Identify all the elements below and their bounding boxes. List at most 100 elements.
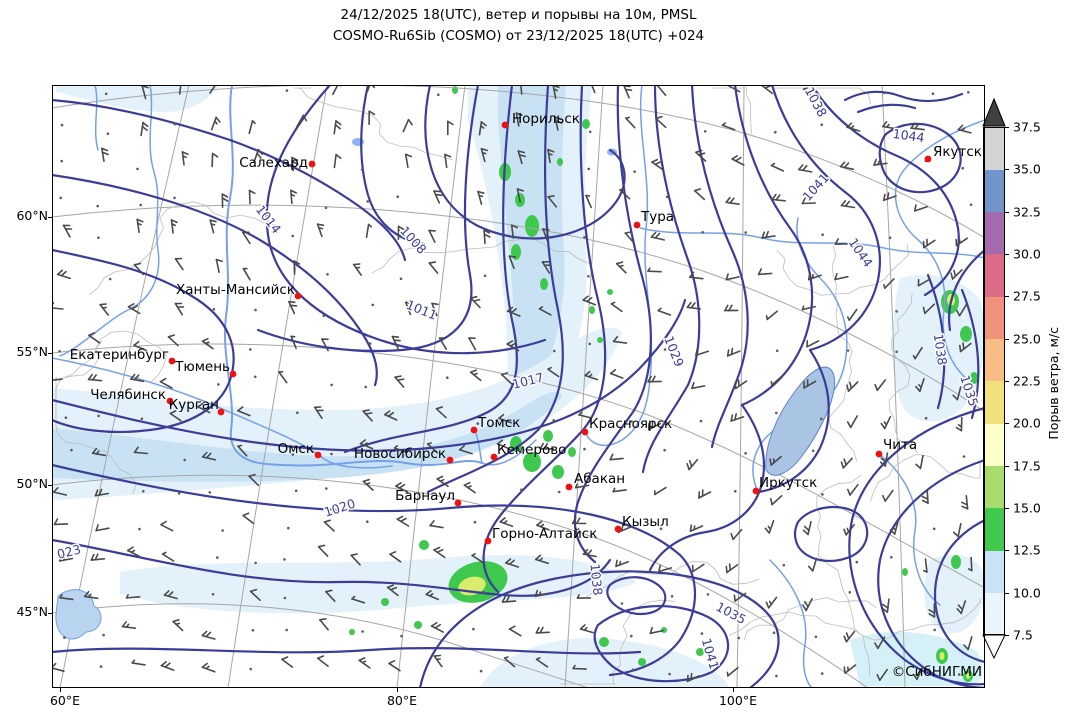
city-dot xyxy=(217,408,225,416)
map-canvas: 1014100810111017102002310291038103510411… xyxy=(52,85,985,688)
wind-barb-icon xyxy=(503,656,516,668)
wind-barb-icon xyxy=(963,636,973,651)
wind-barb-icon xyxy=(657,307,672,316)
station-dot xyxy=(473,520,477,524)
wind-barb-icon xyxy=(313,406,324,420)
wind-barb-icon xyxy=(686,301,702,310)
station-dot xyxy=(588,130,592,134)
station-dot xyxy=(583,236,586,239)
wind-barb-icon xyxy=(174,257,184,271)
wind-barb-icon xyxy=(316,223,325,238)
wind-barb-icon xyxy=(84,590,99,600)
station-dot xyxy=(217,383,220,386)
wind-barb-icon xyxy=(508,255,517,270)
wind-barb-icon xyxy=(323,519,335,532)
wind-barb-icon xyxy=(393,444,408,454)
wind-barb-icon xyxy=(922,238,936,249)
wind-barb-icon xyxy=(726,666,739,677)
city-marker: Кызыл xyxy=(614,514,669,533)
wind-barb-icon xyxy=(438,337,448,351)
wind-barb-icon xyxy=(201,337,214,350)
wind-barb-icon xyxy=(94,488,110,497)
wind-barb-icon xyxy=(725,563,739,574)
wind-barb-icon xyxy=(535,657,549,668)
station-dot xyxy=(399,277,403,281)
wind-barb-icon xyxy=(428,261,439,274)
station-dot xyxy=(60,123,64,127)
wind-barb-icon xyxy=(510,224,519,239)
wind-barb-icon xyxy=(430,621,444,633)
station-dot xyxy=(663,448,666,452)
wind-barb-icon xyxy=(433,190,443,204)
wind-barb-icon xyxy=(468,337,477,351)
colorbar-tick xyxy=(1005,381,1009,382)
lat-tick-label: 45°N xyxy=(16,604,48,619)
colorbar-tick xyxy=(1005,296,1009,298)
colorbar-tick-label: 15.0 xyxy=(1013,500,1041,516)
wind-barb-icon xyxy=(352,263,363,277)
station-dot xyxy=(173,122,177,126)
title-line-1: 24/12/2025 18(UTC), ветер и порывы на 10… xyxy=(340,7,697,23)
city-dot xyxy=(484,537,492,545)
city-label: Барнаул xyxy=(395,488,455,504)
city-dot xyxy=(308,160,316,168)
station-dot xyxy=(663,348,667,351)
city-marker: Кемерово xyxy=(490,442,566,461)
station-dot xyxy=(294,489,298,493)
wind-barb-icon xyxy=(539,442,555,450)
wind-barb-icon xyxy=(734,379,748,390)
isobar-label: 1011 xyxy=(404,297,439,323)
wind-barb-icon xyxy=(249,588,261,602)
colorbar-segment xyxy=(983,254,1005,297)
station-dot xyxy=(296,411,299,415)
station-dot xyxy=(630,634,633,638)
city-dot xyxy=(633,221,641,229)
city-marker: Чита xyxy=(875,437,917,458)
city-label: Красноярск xyxy=(589,416,672,432)
wind-barb-icon xyxy=(52,662,65,673)
colorbar-tick xyxy=(1005,169,1009,171)
wind-barb-icon xyxy=(547,148,555,164)
wind-barb-icon xyxy=(797,164,813,173)
wind-barb-icon xyxy=(725,196,740,205)
wind-barb-icon xyxy=(499,517,514,528)
city-dot xyxy=(581,428,589,436)
wind-barb-icon xyxy=(333,120,342,135)
wind-barb-icon xyxy=(619,188,631,200)
station-dot xyxy=(177,492,181,495)
wind-barb-icon xyxy=(584,370,599,381)
wind-barb-icon xyxy=(582,295,597,306)
wind-barb-icon xyxy=(881,489,894,502)
title-line-2: COSMO-Ru6Sib (COSMO) от 23/12/2025 18(UT… xyxy=(332,28,705,44)
wind-barb-icon xyxy=(958,342,972,353)
lon-tick-label: 100°E xyxy=(718,693,757,708)
wind-barb-icon xyxy=(358,657,371,669)
wind-barb-icon xyxy=(802,597,813,612)
wind-barb-icon xyxy=(922,303,936,315)
wind-barb-icon xyxy=(133,262,145,276)
wind-barb-icon xyxy=(368,110,376,125)
wind-barb-icon xyxy=(498,413,513,424)
isobars-layer xyxy=(52,85,985,688)
city-dot xyxy=(294,292,302,300)
wind-barb-icon xyxy=(397,225,405,241)
city-dot xyxy=(875,450,883,458)
station-dot xyxy=(967,91,970,94)
wind-barb-icon xyxy=(651,158,664,171)
station-dot xyxy=(883,91,886,95)
city-dot xyxy=(446,456,454,464)
wind-barb-icon xyxy=(248,120,256,135)
wind-barb-icon xyxy=(585,194,593,209)
station-dot xyxy=(774,130,777,134)
station-dot xyxy=(744,452,747,455)
wind-barb-icon xyxy=(879,452,889,467)
wind-barb-icon xyxy=(922,558,928,573)
wind-barb-icon xyxy=(686,672,701,683)
station-dot xyxy=(957,673,961,676)
wind-barb-icon xyxy=(429,520,444,529)
wind-barb-icon xyxy=(317,544,329,557)
wind-barb-icon xyxy=(131,659,146,666)
station-dot xyxy=(933,628,936,632)
station-dot xyxy=(670,595,674,598)
